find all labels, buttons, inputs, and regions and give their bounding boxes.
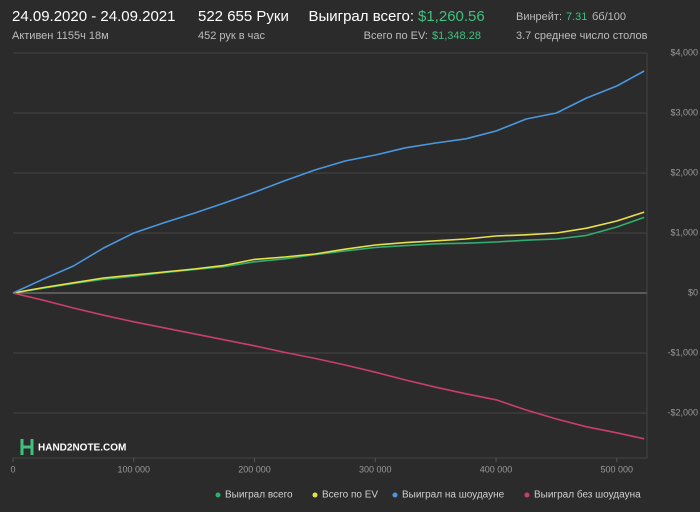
x-tick-label: 200 000	[238, 464, 271, 474]
x-tick-label: 500 000	[601, 464, 634, 474]
y-tick-label: $2,000	[670, 167, 698, 177]
legend-marker	[312, 492, 318, 498]
hands-per-hour: 452 рук в час	[198, 30, 266, 42]
won-label: Выиграл всего:	[308, 8, 414, 25]
active-time: Активен 1155ч 18м	[12, 30, 109, 42]
won-value: $1,260.56	[418, 8, 485, 25]
series-line	[12, 216, 645, 294]
y-tick-label: $1,000	[670, 227, 698, 237]
plot: -$2,000 -$1,000 $0 $1,000 $2,000 $3,000 $4,000…	[10, 47, 698, 500]
series-line	[12, 292, 645, 440]
winrate-label: Винрейт:	[516, 11, 562, 23]
series-line	[12, 211, 645, 294]
hands: 522 655 Руки	[198, 8, 289, 25]
y-tick-label: $0	[688, 287, 698, 297]
winrate-unit: бб/100	[592, 11, 626, 23]
ev-value: $1,348.28	[432, 30, 481, 42]
x-tick-label: 400 000	[480, 464, 513, 474]
series-line	[12, 70, 645, 294]
x-tick-label: 300 000	[359, 464, 392, 474]
logo: HAND2NOTE.COM	[20, 439, 126, 455]
y-tick-label: -$1,000	[667, 347, 698, 357]
legend-marker	[392, 492, 398, 498]
winrate-value: 7.31	[566, 11, 587, 23]
legend-label: Выиграл всего	[225, 490, 293, 501]
tables: 3.7 среднее число столов	[516, 30, 648, 42]
legend-label: Выиграл на шоудауне	[402, 490, 505, 501]
legend-marker	[215, 492, 221, 498]
legend-label: Выиграл без шоудауна	[534, 489, 641, 501]
x-tick-label: 0	[10, 464, 15, 474]
period: 24.09.2020 - 24.09.2021	[12, 8, 175, 25]
logo-icon	[20, 439, 34, 455]
legend-label: Всего по EV	[322, 490, 378, 501]
x-tick-label: 100 000	[117, 464, 150, 474]
ev-label: Всего по EV:	[364, 30, 428, 42]
y-tick-label: $3,000	[670, 107, 698, 117]
logo-text: HAND2NOTE.COM	[38, 443, 126, 454]
legend-marker	[524, 492, 530, 498]
y-tick-label: $4,000	[670, 47, 698, 57]
y-tick-label: -$2,000	[667, 407, 698, 417]
